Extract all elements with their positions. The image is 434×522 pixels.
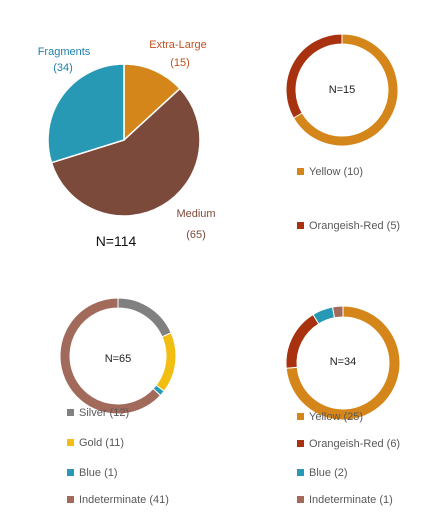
medium-legend-item: Blue (1) bbox=[79, 467, 118, 479]
count-extra-large: (15) bbox=[170, 57, 190, 69]
count-fragments: (34) bbox=[53, 62, 73, 74]
fragments-legend-swatch bbox=[297, 469, 304, 476]
fragments-legend-swatch bbox=[297, 496, 304, 503]
fragments-slice-orangeish-red bbox=[285, 313, 320, 369]
medium-center-label: N=65 bbox=[105, 353, 132, 365]
medium-legend-item: Gold (11) bbox=[79, 437, 124, 449]
xl-legend-item: Yellow (10) bbox=[309, 166, 363, 178]
medium-legend-swatch bbox=[67, 469, 74, 476]
xl-slice-orangeish-red bbox=[285, 33, 343, 119]
medium-legend-swatch bbox=[67, 409, 74, 416]
main-total: N=114 bbox=[96, 233, 137, 249]
fragments-center-label: N=34 bbox=[330, 356, 357, 368]
medium-legend-item: Silver (12) bbox=[79, 407, 129, 419]
fragments-legend-swatch bbox=[297, 413, 304, 420]
medium-legend-swatch bbox=[67, 439, 74, 446]
xl-legend-swatch bbox=[297, 168, 304, 175]
medium-slice-gold bbox=[155, 332, 177, 392]
fragments-donut: N=34 Yellow (25) Orangeish-Red (6) Blue (2… bbox=[285, 305, 401, 506]
main-slice-medium bbox=[50, 87, 201, 217]
label-fragments: Fragments bbox=[38, 46, 91, 58]
fragments-slice-indeterminate bbox=[331, 305, 344, 319]
medium-donut: N=65 Silver (12) Gold (11) Blue (1) Indeter… bbox=[59, 297, 177, 506]
fragments-legend-swatch bbox=[297, 440, 304, 447]
fragments-legend-item: Blue (2) bbox=[309, 467, 348, 479]
count-medium: (65) bbox=[186, 229, 206, 241]
xl-legend-item: Orangeish-Red (5) bbox=[309, 220, 400, 232]
fragments-legend-item: Indeterminate (1) bbox=[309, 494, 393, 506]
main-slice-fragments bbox=[47, 63, 125, 164]
main-pie: Extra-Large (15) Fragments (34) Medium (… bbox=[38, 39, 216, 249]
label-medium: Medium bbox=[176, 208, 215, 220]
medium-slice-indeterminate bbox=[59, 297, 162, 415]
fragments-legend-item: Yellow (25) bbox=[309, 411, 363, 423]
xl-center-label: N=15 bbox=[329, 84, 356, 96]
medium-legend-item: Indeterminate (41) bbox=[79, 494, 169, 506]
label-extra-large: Extra-Large bbox=[149, 39, 206, 51]
xl-donut: N=15 Yellow (10) Orangeish-Red (5) bbox=[285, 33, 400, 232]
main-slice-extra-large bbox=[123, 63, 181, 142]
medium-legend-swatch bbox=[67, 496, 74, 503]
xl-legend-swatch bbox=[297, 222, 304, 229]
medium-slice-silver bbox=[117, 297, 172, 338]
fragments-legend-item: Orangeish-Red (6) bbox=[309, 438, 400, 450]
